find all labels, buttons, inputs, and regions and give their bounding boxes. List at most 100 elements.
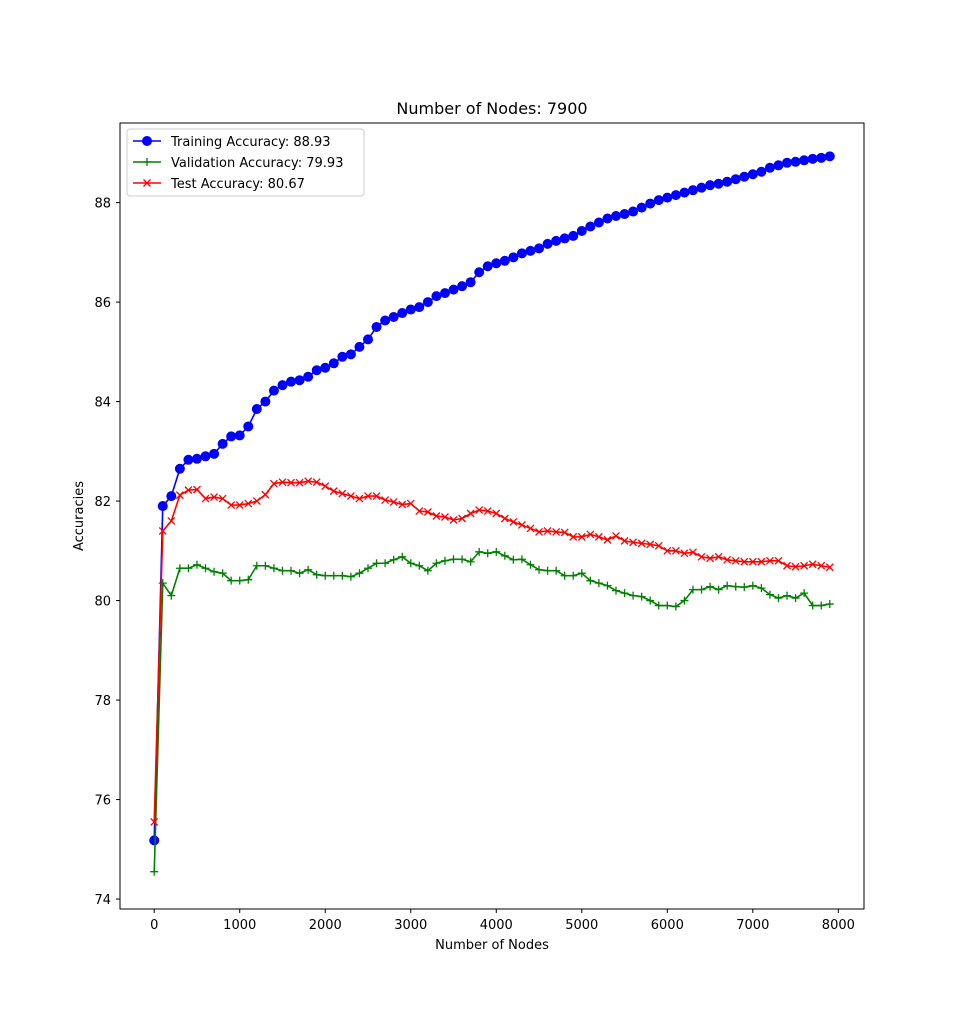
legend-label: Training Accuracy: 88.93: [170, 135, 331, 150]
data-point: [346, 492, 355, 501]
data-point: [783, 561, 791, 570]
data-point: [466, 509, 475, 518]
data-point: [688, 585, 697, 594]
data-point: [415, 561, 424, 570]
data-point: [389, 555, 398, 564]
data-point: [295, 478, 304, 487]
x-tick-label: 0: [150, 918, 158, 933]
data-point: [594, 532, 603, 541]
data-point: [209, 448, 220, 459]
data-point: [509, 555, 518, 564]
data-point: [175, 564, 184, 573]
data-point: [603, 581, 612, 590]
data-point: [542, 238, 553, 249]
data-point: [483, 549, 492, 558]
legend-box: [126, 128, 365, 197]
data-point: [389, 498, 398, 507]
data-point: [825, 600, 834, 609]
data-point: [637, 539, 646, 548]
data-point: [552, 527, 561, 536]
data-point: [320, 362, 331, 373]
data-point: [354, 341, 365, 352]
data-point: [218, 569, 227, 578]
y-axis: 74 76 78 80 82 84 86 88: [94, 197, 120, 908]
data-point: [747, 169, 758, 180]
data-point: [269, 479, 278, 488]
data-point: [739, 171, 750, 182]
x-tick-label: 8000: [822, 918, 855, 933]
data-point: [551, 235, 562, 246]
data-point: [243, 421, 254, 432]
data-point: [261, 561, 270, 570]
data-point: [636, 202, 647, 213]
x-tick-label: 7000: [736, 918, 769, 933]
data-point: [338, 489, 347, 498]
data-point: [619, 209, 630, 220]
data-point: [441, 513, 449, 521]
data-point: [663, 546, 672, 555]
data-point: [465, 277, 476, 288]
data-point: [482, 261, 493, 272]
data-point: [364, 564, 372, 573]
data-point: [252, 497, 261, 506]
data-point: [210, 493, 219, 502]
data-point: [774, 594, 783, 603]
data-point: [534, 243, 545, 254]
data-point: [807, 153, 818, 164]
data-point: [500, 514, 509, 523]
data-point: [706, 582, 715, 591]
data-point: [458, 514, 467, 523]
data-point: [730, 174, 741, 185]
data-point: [799, 155, 810, 166]
data-point: [516, 248, 527, 259]
data-point: [415, 507, 424, 515]
data-point: [620, 536, 629, 545]
data-point: [697, 585, 706, 594]
data-point: [765, 590, 774, 599]
data-point: [483, 507, 492, 515]
data-point: [380, 315, 391, 326]
data-point: [150, 867, 159, 876]
x-tick-label: 1000: [223, 918, 256, 933]
data-point: [593, 217, 604, 228]
data-point: [277, 380, 288, 391]
series-1: [149, 151, 835, 846]
data-point: [192, 560, 201, 569]
chart-title: Number of Nodes: 7900: [396, 99, 587, 118]
data-point: [355, 569, 364, 578]
data-point: [764, 162, 775, 173]
y-tick-label: 76: [94, 794, 111, 809]
data-point: [790, 156, 801, 167]
data-point: [517, 555, 526, 564]
data-point: [689, 548, 697, 557]
data-point: [364, 492, 372, 501]
data-point: [740, 557, 749, 566]
data-point: [671, 602, 680, 611]
data-point: [731, 582, 740, 591]
data-point: [398, 552, 407, 561]
data-point: [278, 566, 287, 575]
data-point: [321, 571, 330, 580]
y-tick-label: 78: [94, 694, 111, 709]
data-point: [731, 556, 740, 565]
data-point: [543, 526, 552, 535]
data-point: [329, 487, 338, 496]
data-point: [508, 252, 519, 263]
data-point: [303, 371, 314, 382]
data-point: [611, 211, 621, 222]
x-axis-label: Number of Nodes: [435, 938, 549, 953]
data-point: [149, 835, 160, 846]
legend: Training Accuracy: 88.93 Validation Accur…: [126, 128, 365, 197]
data-point: [304, 565, 313, 574]
data-point: [337, 351, 348, 362]
data-point: [381, 496, 390, 505]
data-point: [474, 267, 485, 278]
x-tick-label: 3000: [394, 918, 427, 933]
data-point: [663, 601, 672, 610]
data-point: [576, 225, 587, 236]
data-point: [200, 451, 211, 462]
data-point: [713, 178, 724, 189]
data-point: [449, 516, 458, 524]
data-point: [260, 396, 271, 407]
